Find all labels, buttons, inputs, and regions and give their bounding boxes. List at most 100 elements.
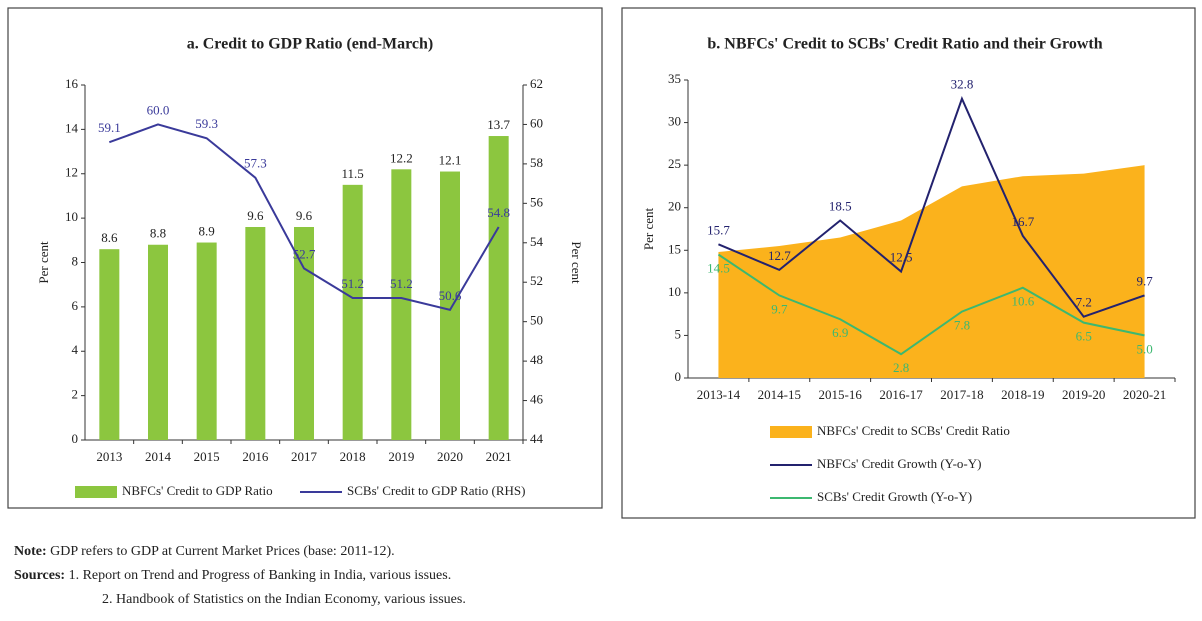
bar xyxy=(294,227,314,440)
x-tick-label: 2019 xyxy=(388,449,414,464)
y2-tick-label: 54 xyxy=(530,234,544,249)
data-label: 8.6 xyxy=(101,230,118,245)
data-label: 60.0 xyxy=(147,102,170,117)
x-tick-label: 2017 xyxy=(291,449,318,464)
data-label: 11.5 xyxy=(342,166,364,181)
data-label: 9.6 xyxy=(296,208,313,223)
data-label: 50.6 xyxy=(439,288,462,303)
y2-tick-label: 60 xyxy=(530,115,543,130)
note-line: Note: GDP refers to GDP at Current Marke… xyxy=(14,540,466,564)
legend-label: NBFCs' Credit to SCBs' Credit Ratio xyxy=(817,423,1010,438)
data-label: 8.9 xyxy=(199,224,215,239)
y-tick-label: 14 xyxy=(65,120,79,135)
bar xyxy=(245,227,266,440)
legend-label: SCBs' Credit to GDP Ratio (RHS) xyxy=(347,483,525,498)
y-tick-label: 5 xyxy=(675,326,682,341)
x-tick-label: 2019-20 xyxy=(1062,387,1105,402)
data-label: 6.9 xyxy=(832,325,848,340)
y-axis-label: Per cent xyxy=(641,207,656,250)
x-tick-label: 2014-15 xyxy=(758,387,801,402)
data-label: 9.7 xyxy=(771,301,788,316)
y-tick-label: 10 xyxy=(668,284,681,299)
chart-title: b. NBFCs' Credit to SCBs' Credit Ratio a… xyxy=(707,36,1102,53)
data-label: 8.8 xyxy=(150,226,166,241)
y-tick-label: 25 xyxy=(668,156,681,171)
x-tick-label: 2020 xyxy=(437,449,463,464)
x-tick-label: 2013 xyxy=(96,449,122,464)
note-text: GDP refers to GDP at Current Market Pric… xyxy=(50,544,395,559)
bar xyxy=(488,136,509,440)
x-tick-label: 2016-17 xyxy=(879,387,923,402)
data-label: 59.3 xyxy=(195,116,218,131)
data-label: 51.2 xyxy=(390,276,413,291)
source-text: 2. Handbook of Statistics on the Indian … xyxy=(102,592,466,607)
y-tick-label: 2 xyxy=(72,387,79,402)
y-tick-label: 4 xyxy=(72,342,79,357)
y2-tick-label: 62 xyxy=(530,76,543,91)
notes: Note: GDP refers to GDP at Current Marke… xyxy=(14,540,466,612)
bar xyxy=(391,169,412,440)
y-tick-label: 20 xyxy=(668,199,681,214)
bar xyxy=(99,249,120,440)
data-label: 32.8 xyxy=(951,77,974,92)
y2-tick-label: 48 xyxy=(530,352,543,367)
data-label: 6.5 xyxy=(1076,329,1092,344)
y-tick-label: 0 xyxy=(675,369,682,384)
data-label: 12.2 xyxy=(390,150,413,165)
data-label: 5.0 xyxy=(1136,341,1152,356)
y2-tick-label: 44 xyxy=(530,431,544,446)
y-tick-label: 10 xyxy=(65,209,78,224)
data-label: 15.7 xyxy=(707,222,730,237)
sources-label: Sources: xyxy=(14,568,66,583)
charts: a. Credit to GDP Ratio (end-March)024681… xyxy=(7,7,1196,519)
panel-b-border xyxy=(621,7,1196,519)
x-tick-label: 2020-21 xyxy=(1123,387,1166,402)
data-label: 7.8 xyxy=(954,318,970,333)
y-tick-label: 6 xyxy=(72,298,79,313)
y2-tick-label: 46 xyxy=(530,392,544,407)
x-tick-label: 2016 xyxy=(242,449,269,464)
source-line: 2. Handbook of Statistics on the Indian … xyxy=(14,588,466,612)
y-tick-label: 0 xyxy=(72,431,79,446)
chart-title: a. Credit to GDP Ratio (end-March) xyxy=(187,36,433,53)
data-label: 9.7 xyxy=(1136,273,1153,288)
x-tick-label: 2017-18 xyxy=(940,387,983,402)
line xyxy=(718,96,1145,318)
x-tick-label: 2021 xyxy=(486,449,512,464)
legend-label: NBFCs' Credit Growth (Y-o-Y) xyxy=(817,456,981,471)
bar xyxy=(342,184,363,440)
y2-tick-label: 50 xyxy=(530,313,543,328)
sources-line: Sources: 1. Report on Trend and Progress… xyxy=(14,564,466,588)
legend-label: NBFCs' Credit to GDP Ratio xyxy=(122,483,273,498)
y2-tick-label: 52 xyxy=(530,273,543,288)
data-label: 10.6 xyxy=(1011,294,1034,309)
x-tick-label: 2013-14 xyxy=(697,387,741,402)
y-tick-label: 8 xyxy=(72,253,79,268)
data-label: 12.7 xyxy=(768,248,791,263)
y2-tick-label: 58 xyxy=(530,155,543,170)
x-tick-label: 2018 xyxy=(340,449,366,464)
data-label: 54.8 xyxy=(487,205,510,220)
data-label: 12.5 xyxy=(890,250,913,265)
y-tick-label: 15 xyxy=(668,241,681,256)
data-label: 9.6 xyxy=(247,208,264,223)
bar xyxy=(440,171,460,440)
y-tick-label: 16 xyxy=(65,76,79,91)
y-tick-label: 35 xyxy=(668,71,681,86)
data-label: 57.3 xyxy=(244,156,267,171)
data-label: 18.5 xyxy=(829,198,852,213)
note-label: Note: xyxy=(14,544,47,559)
x-tick-label: 2014 xyxy=(145,449,172,464)
data-label: 13.7 xyxy=(487,117,510,132)
area xyxy=(718,165,1145,378)
legend-swatch xyxy=(75,486,117,498)
data-label: 12.1 xyxy=(439,153,462,168)
x-tick-label: 2015 xyxy=(194,449,220,464)
data-label: 7.2 xyxy=(1076,295,1092,310)
line xyxy=(108,123,500,311)
x-tick-label: 2015-16 xyxy=(819,387,863,402)
panel-a-border xyxy=(7,7,603,509)
y2-tick-label: 56 xyxy=(530,194,544,209)
x-tick-label: 2018-19 xyxy=(1001,387,1044,402)
